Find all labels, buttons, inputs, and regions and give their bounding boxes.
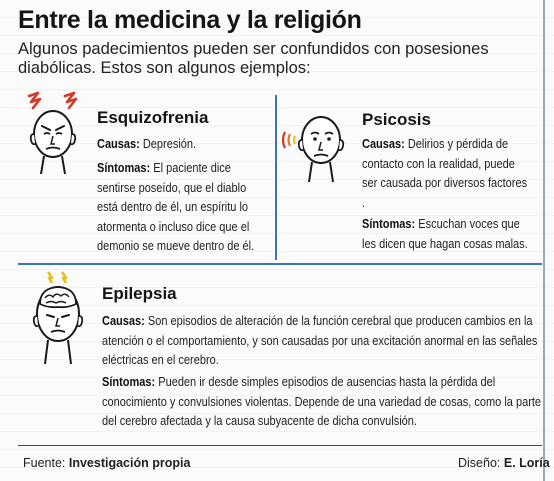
design-credit: Diseño: E. Loría: [458, 456, 550, 470]
sintomas-label: Síntomas:: [102, 375, 156, 389]
source-value: Investigación propia: [68, 456, 191, 470]
vertical-divider: [275, 95, 277, 260]
head-red-zigzag-icon: [27, 91, 78, 175]
esquizofrenia-causas: Causas: Depresión.: [97, 135, 267, 155]
source-label: Fuente:: [23, 456, 66, 470]
design-value: E. Loría: [503, 456, 550, 470]
design-label: Diseño:: [458, 456, 501, 470]
sintomas-text: El paciente dice sentirse poseído, que e…: [97, 161, 255, 254]
causas-label: Causas:: [102, 314, 145, 328]
sintomas-label: Síntomas:: [362, 217, 416, 231]
sintomas-text: Escuchan voces que les dicen que hagan c…: [362, 217, 528, 251]
causas-text: Son episodios de alteración de la funció…: [102, 314, 538, 368]
epilepsia-title: Epilepsia: [102, 284, 177, 303]
psicosis-causas: Causas: Delirios y pérdida de contacto c…: [362, 135, 532, 213]
psicosis-sintomas: Síntomas: Escuchan voces que les dicen q…: [362, 215, 532, 254]
causas-label: Causas:: [362, 137, 405, 151]
page-title: Entre la medicina y la religión: [18, 6, 362, 34]
esquizofrenia-title: Esquizofrenia: [97, 108, 209, 127]
psicosis-title: Psicosis: [362, 110, 431, 129]
source-credit: Fuente: Investigación propia: [23, 456, 190, 470]
sintomas-label: Síntomas:: [97, 161, 151, 175]
horizontal-divider: [18, 263, 542, 265]
esquizofrenia-sintomas: Síntomas: El paciente dice sentirse pose…: [97, 159, 267, 257]
causas-text: Depresión.: [139, 137, 197, 151]
epilepsia-sintomas: Síntomas: Pueden ir desde simples episod…: [102, 373, 542, 432]
causas-text: Delirios y pérdida de contacto con la re…: [362, 137, 528, 210]
sintomas-text: Pueden ir desde simples episodios de aus…: [102, 375, 542, 429]
page-subtitle: Algunos padecimientos pueden ser confund…: [18, 40, 489, 77]
head-sound-waves-icon: [281, 116, 345, 183]
epilepsia-causas: Causas: Son episodios de alteración de l…: [102, 312, 542, 371]
right-border: [543, 0, 545, 481]
causas-label: Causas:: [97, 137, 140, 151]
footer-divider: [18, 445, 542, 446]
head-brain-lightning-icon: [32, 271, 84, 365]
